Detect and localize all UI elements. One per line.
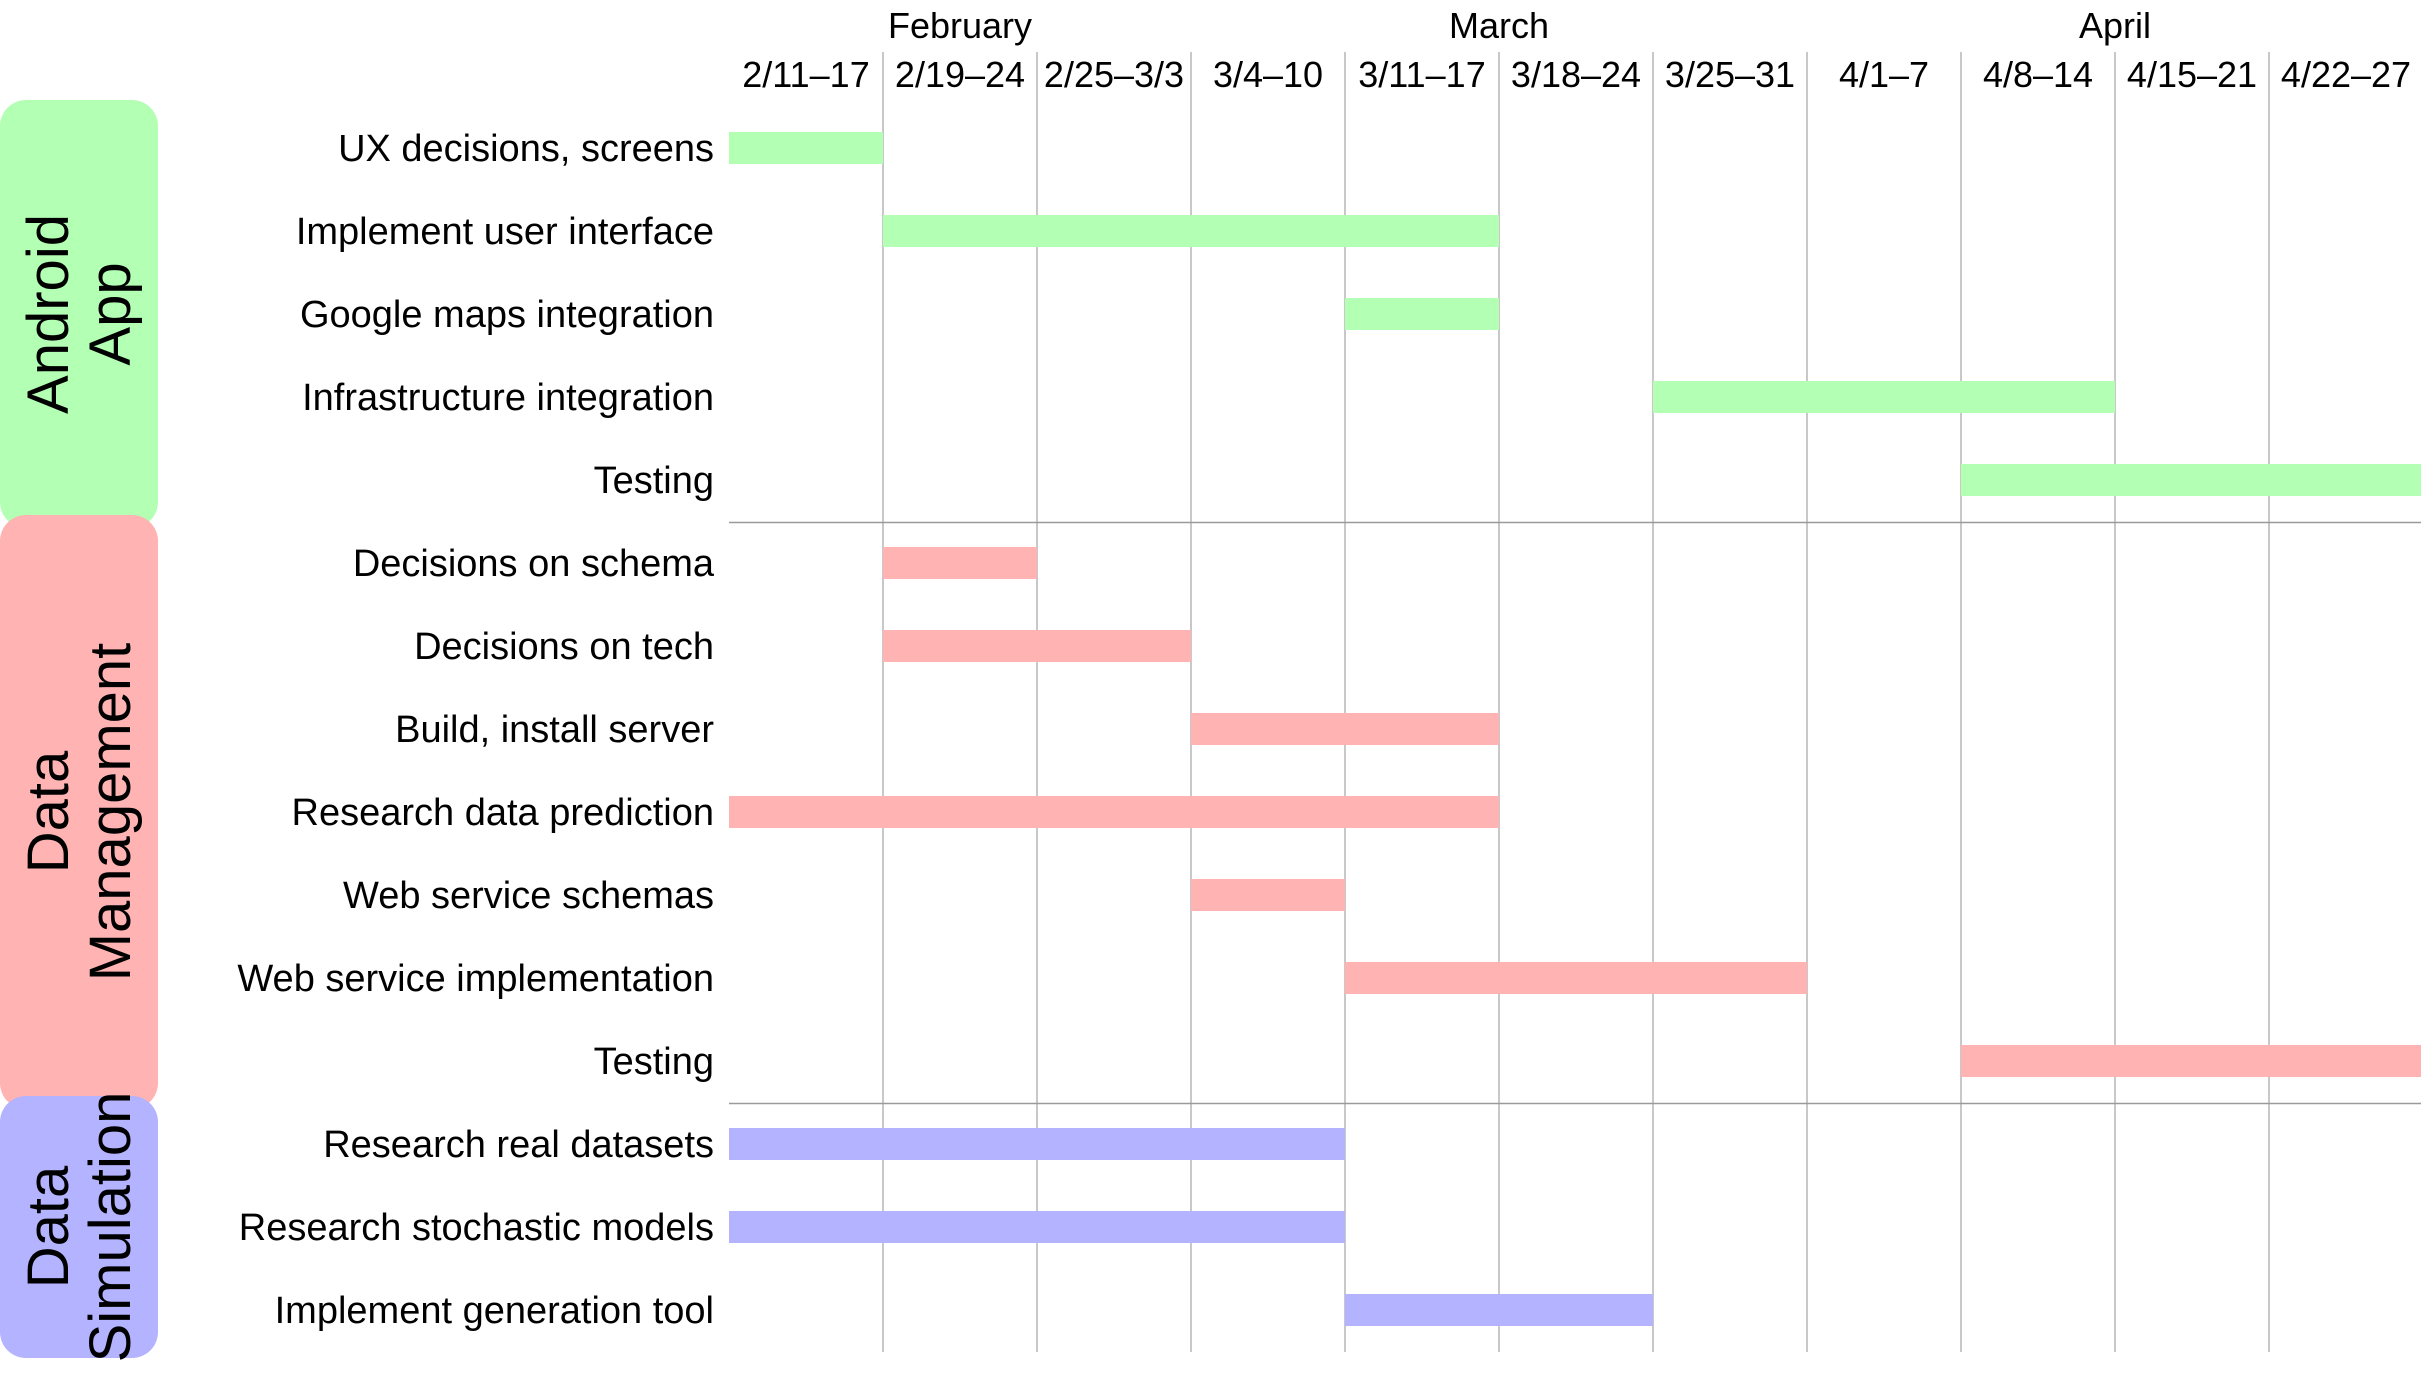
month-label: March <box>1449 5 1549 46</box>
task-label: UX decisions, screens <box>338 128 714 170</box>
week-label: 4/8–14 <box>1983 54 2093 95</box>
task-label: Decisions on tech <box>414 626 714 668</box>
task-label: Research data prediction <box>292 792 714 834</box>
task-bars <box>729 132 2421 1326</box>
week-label: 3/4–10 <box>1213 54 1323 95</box>
month-label: April <box>2079 5 2151 46</box>
week-label: 4/15–21 <box>2127 54 2257 95</box>
task-bar <box>729 796 1499 828</box>
task-bar <box>1961 1045 2421 1077</box>
task-label: Implement generation tool <box>275 1290 714 1332</box>
group-title-line: Simulation <box>78 1092 143 1363</box>
task-label: Testing <box>594 460 714 502</box>
month-label: February <box>888 5 1032 46</box>
week-label: 2/11–17 <box>742 54 869 95</box>
group-title: DataSimulation <box>16 1092 143 1363</box>
group-title-line: Android <box>16 214 81 414</box>
task-bar <box>729 1128 1345 1160</box>
task-bar <box>1345 1294 1653 1326</box>
timeline-header: 2/11–17 2/19–24 2/25–3/3 3/4–10 3/11–17 3/18–… <box>742 5 2411 95</box>
group-title-line: Management <box>78 643 143 982</box>
task-label: Web service implementation <box>237 958 714 1000</box>
task-bar <box>883 547 1037 579</box>
task-label: Infrastructure integration <box>302 377 714 419</box>
task-label: Web service schemas <box>343 875 714 917</box>
task-label: Build, install server <box>395 709 714 751</box>
task-label: Implement user interface <box>296 211 714 253</box>
task-bar <box>883 630 1191 662</box>
task-bar <box>729 1211 1345 1243</box>
week-label: 4/22–27 <box>2281 54 2411 95</box>
week-label: 2/25–3/3 <box>1044 54 1184 95</box>
task-bar <box>1345 962 1807 994</box>
week-label: 2/19–24 <box>895 54 1025 95</box>
task-bar <box>729 132 883 164</box>
group-title-line: App <box>78 262 143 365</box>
task-bar <box>1191 879 1345 911</box>
week-label: 4/1–7 <box>1839 54 1929 95</box>
task-label: Google maps integration <box>300 294 714 336</box>
gridlines <box>729 52 2421 1352</box>
week-label: 3/25–31 <box>1665 54 1795 95</box>
task-label: Research stochastic models <box>239 1207 714 1249</box>
group-title-line: Data <box>16 750 81 873</box>
week-label: 3/11–17 <box>1358 54 1485 95</box>
task-label: Research real datasets <box>323 1124 714 1166</box>
group-badge <box>0 1096 158 1358</box>
task-bar <box>1191 713 1499 745</box>
task-bar <box>1345 298 1499 330</box>
week-label: 3/18–24 <box>1511 54 1641 95</box>
task-bar <box>1961 464 2421 496</box>
group-title-line: Data <box>16 1165 81 1288</box>
group-title: DataManagement <box>16 643 143 982</box>
group-badge <box>0 515 158 1109</box>
task-label: Decisions on schema <box>353 543 715 585</box>
task-bar <box>1653 381 2115 413</box>
task-labels: UX decisions, screens Implement user inte… <box>237 128 714 1332</box>
group-badge <box>0 100 158 528</box>
task-bar <box>883 215 1499 247</box>
group-title: AndroidApp <box>16 214 143 414</box>
task-label: Testing <box>594 1041 714 1083</box>
